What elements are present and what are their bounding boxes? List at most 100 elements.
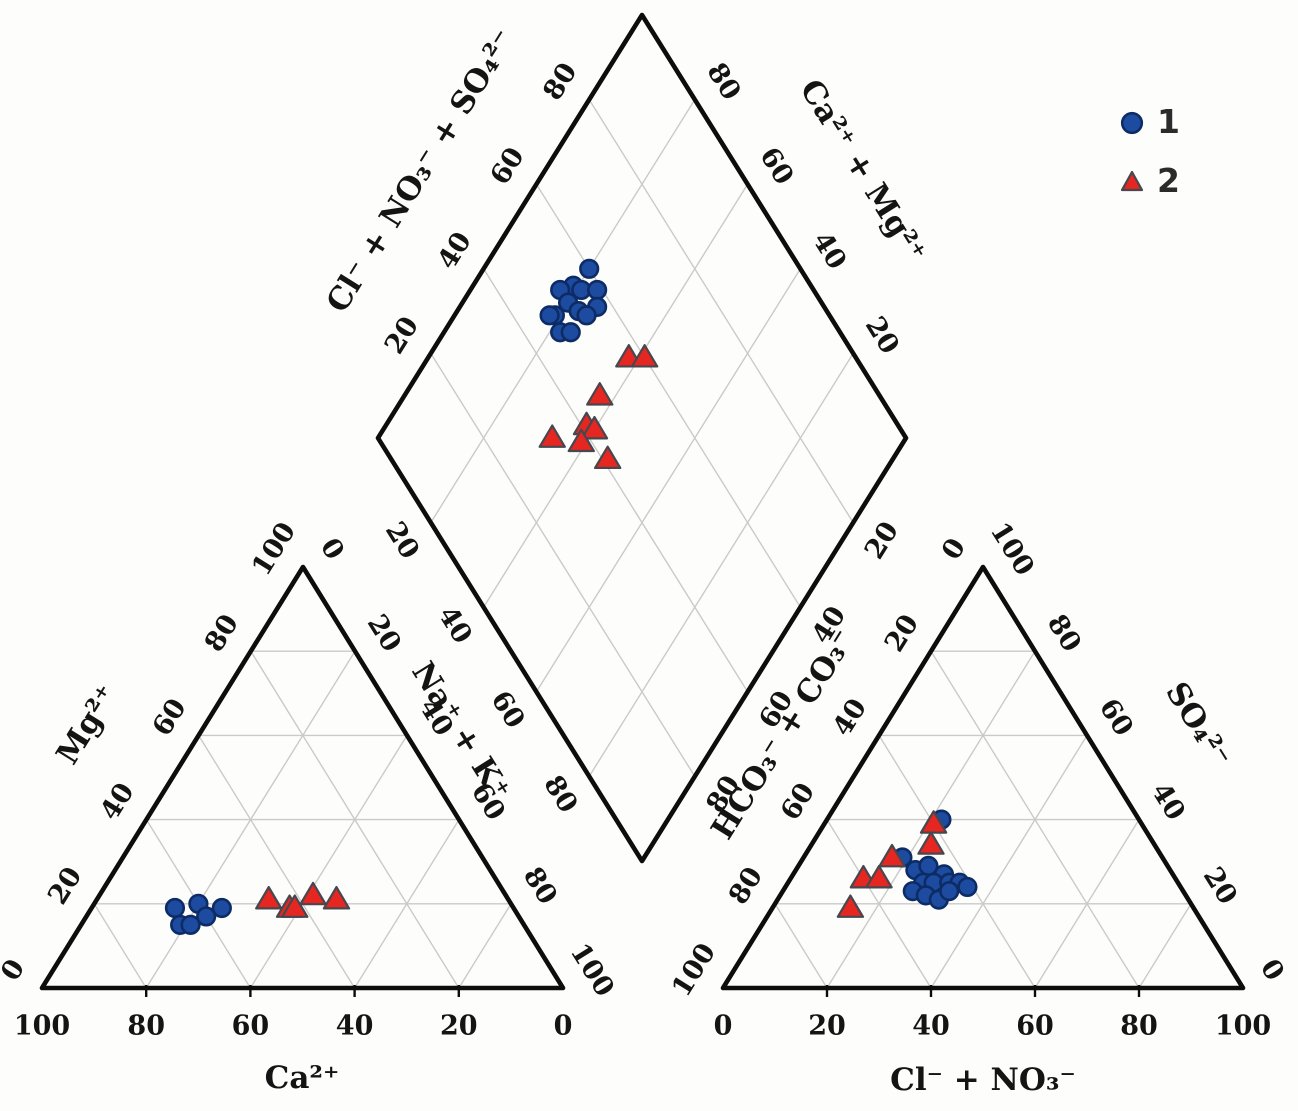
legend-item-2: 2: [1118, 161, 1180, 200]
axis-tick-label: 60: [1093, 693, 1139, 741]
axis-title-mg: Mg²⁺: [49, 679, 125, 771]
axis-tick-label: 20: [42, 862, 88, 910]
legend-item-1: 1: [1118, 102, 1180, 141]
axis-tick-label: 20: [1197, 862, 1243, 910]
data-point-triangle: [322, 885, 351, 910]
axis-tick-label: 40: [1145, 778, 1191, 826]
legend: 1 2: [1118, 102, 1180, 200]
data-point-triangle: [281, 894, 309, 918]
axis-tick-label: 80: [537, 58, 583, 106]
grid-line: [535, 183, 801, 608]
data-point-circle: [576, 305, 597, 326]
data-point-triangle: [630, 344, 659, 368]
legend-label-2: 2: [1157, 161, 1180, 200]
data-point-triangle: [255, 885, 283, 910]
axis-tick-label: 20: [879, 609, 925, 657]
axis-title-ca: Ca²⁺: [265, 1060, 340, 1096]
grid-line: [1138, 903, 1192, 989]
axis-tick-label: 80: [723, 862, 769, 910]
legend-circle-icon: [1118, 108, 1146, 136]
grid-line: [588, 99, 854, 523]
axis-tick-label: 80: [700, 58, 746, 106]
grid-line: [535, 268, 801, 693]
data-point-triangle: [538, 424, 566, 448]
data-point-circle: [939, 881, 960, 902]
grid-line: [430, 353, 696, 777]
axis-tick-label: 20: [808, 1011, 846, 1042]
grid-line: [878, 735, 1036, 989]
axis-tick-label: 40: [827, 693, 873, 741]
axis-tick-label: 60: [485, 142, 531, 190]
axis-tick-label: 40: [432, 227, 478, 275]
data-point-triangle: [836, 894, 865, 918]
data-point-circle: [180, 914, 201, 935]
axis-tick-label: 20: [379, 311, 425, 359]
axis-tick-label: 40: [912, 1011, 950, 1042]
diamond-outline: [375, 12, 909, 864]
data-point-triangle: [878, 843, 906, 868]
axis-tick-label: 60: [753, 142, 799, 190]
axis-tick-label: 60: [485, 686, 531, 734]
axis-tick-label: 100: [666, 938, 722, 1002]
series-2: [255, 344, 948, 918]
grid-line: [483, 268, 749, 693]
grid-line: [93, 903, 147, 989]
axis-title-so4: SO₄²⁻: [1158, 676, 1238, 774]
panel-outlines: [39, 12, 1246, 991]
axis-tick-label: 100: [246, 517, 302, 581]
axis-tick-label: 100: [14, 1011, 70, 1042]
axis-tick-label: 100: [984, 517, 1040, 581]
grid-line: [354, 819, 460, 989]
grid-line: [930, 735, 1088, 989]
axis-tick-label: 80: [199, 609, 245, 657]
axis-tick-label: 80: [1041, 609, 1087, 657]
data-point-circle: [579, 258, 600, 279]
axis-tick-label: 40: [806, 227, 852, 275]
data-point-triangle: [567, 428, 595, 453]
data-points: [164, 258, 978, 935]
data-point-circle: [587, 279, 608, 301]
axis-tick-label: 40: [336, 1011, 374, 1042]
axis-tick-label: 20: [379, 516, 425, 564]
data-point-circle: [196, 906, 217, 927]
axis-tick-label: 100: [564, 938, 620, 1002]
axis-title-na-k: Na⁺ + K⁺: [404, 656, 517, 807]
axis-tick-label: 60: [147, 693, 193, 741]
data-point-triangle: [593, 445, 622, 470]
axis-tick-label: 20: [859, 311, 905, 359]
data-point-triangle: [586, 382, 614, 406]
data-point-triangle: [580, 415, 609, 440]
series-1: [164, 258, 978, 935]
axis-tick-label: 60: [775, 778, 821, 826]
data-point-circle: [539, 305, 560, 326]
axis-tick-label: 80: [127, 1011, 165, 1042]
axis-tick-label: 20: [361, 609, 407, 657]
axis-tick-label: 0: [314, 533, 350, 565]
axis-tick-label: 20: [440, 1011, 478, 1042]
data-point-triangle: [299, 881, 327, 906]
grid-line: [1034, 819, 1140, 989]
axis-tick-label: 0: [0, 954, 31, 986]
data-point-triangle: [917, 831, 945, 855]
axis-tick-label: 40: [432, 601, 478, 649]
axis-tick-label: 40: [94, 778, 140, 826]
axis-titles: Cl⁻ + NO₃⁻ + SO₄²⁻ Ca²⁺ + Mg²⁺Mg²⁺ Na⁺ + K…: [49, 23, 1238, 1098]
legend-triangle-icon: [1118, 167, 1146, 195]
grid-line: [588, 353, 854, 777]
grid-line: [458, 903, 512, 989]
grid-line: [249, 735, 408, 989]
data-point-circle: [164, 897, 186, 919]
axis-tick-label: 0: [554, 1011, 573, 1042]
data-point-triangle: [919, 810, 948, 834]
data-point-circle: [211, 897, 232, 919]
data-point-circle: [560, 322, 581, 343]
axis-tick-label: 80: [537, 770, 583, 818]
axis-tick-label: 100: [1215, 1011, 1271, 1042]
axis-tick-label: 0: [714, 1011, 733, 1042]
axis-tick-label: 0: [936, 533, 972, 565]
axis-tick-label: 20: [859, 516, 905, 564]
axis-tick-label: 80: [1120, 1011, 1158, 1042]
